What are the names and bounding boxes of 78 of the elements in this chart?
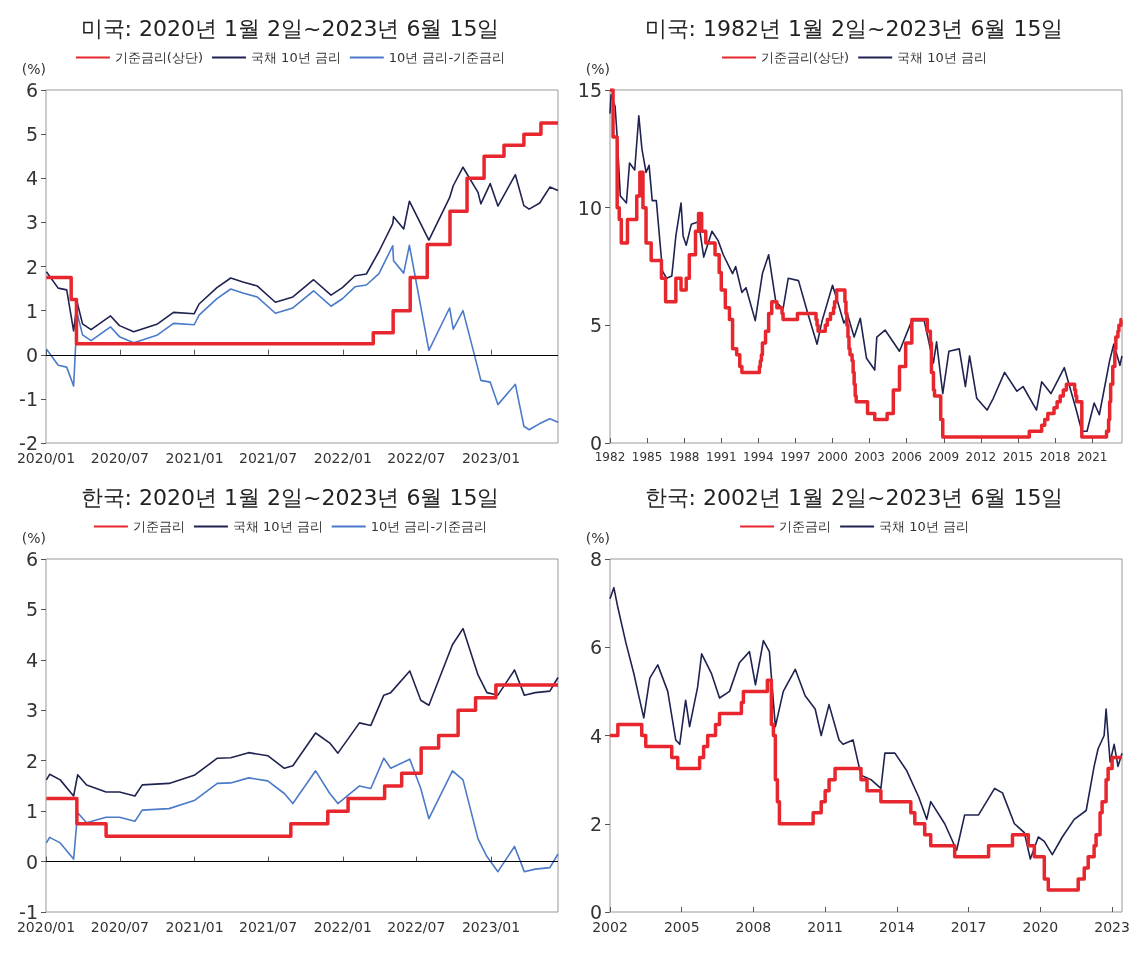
x-tick-label: 2006 <box>891 450 922 464</box>
y-tick-label: 15 <box>577 79 602 101</box>
y-tick-label: 3 <box>25 211 38 234</box>
chart-title: 미국: 2020년 1월 2일~2023년 6월 15일 <box>80 15 500 41</box>
y-tick-label: 8 <box>589 548 602 570</box>
y-axis-title: (%) <box>21 530 46 546</box>
x-tick-label: 2005 <box>663 919 700 935</box>
y-tick-label: 1 <box>25 299 38 322</box>
line-series <box>609 586 1123 860</box>
y-axis-title: (%) <box>585 530 610 546</box>
line-series <box>45 166 559 333</box>
y-tick-label: 3 <box>25 699 38 722</box>
y-tick-label: 0 <box>25 850 38 873</box>
chart-title: 미국: 1982년 1월 2일~2023년 6월 15일 <box>644 15 1064 41</box>
y-tick-label: 4 <box>25 167 38 190</box>
x-tick-label: 1997 <box>780 450 811 464</box>
x-tick-label: 2020/07 <box>90 919 149 935</box>
legend-label: 10년 금리-기준금리 <box>388 50 506 65</box>
x-tick-label: 2022/01 <box>313 919 372 935</box>
legend-label: 국채 10년 금리 <box>897 50 987 65</box>
x-tick-label: 2017 <box>950 919 987 935</box>
y-tick-label: 1 <box>25 800 38 823</box>
y-tick-label: 0 <box>25 343 38 366</box>
legend-label: 기준금리 <box>779 519 832 534</box>
x-tick-label: 2021/01 <box>165 450 224 466</box>
x-tick-label: 1994 <box>743 450 774 464</box>
y-axis-title: (%) <box>21 61 46 77</box>
legend-label: 기준금리(상단) <box>761 50 850 65</box>
legend-label: 국채 10년 금리 <box>232 519 323 534</box>
x-tick-label: 2021/07 <box>239 919 298 935</box>
line-series <box>45 757 559 873</box>
x-tick-label: 2022/07 <box>387 450 446 466</box>
y-tick-label: 5 <box>25 598 38 621</box>
x-tick-label: 2003 <box>854 450 885 464</box>
x-tick-label: 1982 <box>594 450 626 464</box>
x-tick-label: 2022/07 <box>387 919 446 935</box>
line-series <box>45 627 559 797</box>
y-tick-label: 6 <box>25 548 38 570</box>
x-tick-label: 2012 <box>965 450 997 464</box>
x-tick-label: 2009 <box>928 450 960 464</box>
legend-label: 기준금리 <box>132 519 185 534</box>
x-tick-label: 2000 <box>817 450 848 464</box>
y-tick-label: 2 <box>589 812 602 835</box>
x-tick-label: 2023/01 <box>461 919 521 935</box>
chart-title: 한국: 2002년 1월 2일~2023년 6월 15일 <box>644 484 1064 510</box>
x-tick-label: 2014 <box>879 919 915 935</box>
x-tick-label: 2020/07 <box>90 450 149 466</box>
y-tick-label: -1 <box>19 387 38 410</box>
y-tick-label: 6 <box>589 636 602 659</box>
x-tick-label: 1991 <box>705 450 737 464</box>
legend-label: 국채 10년 금리 <box>879 519 969 534</box>
y-tick-label: 4 <box>25 648 38 671</box>
x-tick-label: 1988 <box>668 450 700 464</box>
y-tick-label: 5 <box>589 314 602 337</box>
y-tick-label: 2 <box>25 749 38 772</box>
y-tick-label: 5 <box>25 123 38 146</box>
x-tick-label: 2008 <box>735 919 772 935</box>
chart-title: 한국: 2020년 1월 2일~2023년 6월 15일 <box>80 484 500 510</box>
x-tick-label: 2018 <box>1039 450 1071 464</box>
x-tick-label: 2022/01 <box>313 450 372 466</box>
y-axis-title: (%) <box>585 61 610 77</box>
y-tick-label: 10 <box>577 196 602 219</box>
legend-label: 기준금리(상단) <box>114 50 203 65</box>
y-tick-label: 4 <box>589 724 602 747</box>
x-tick-label: 2015 <box>1002 450 1034 464</box>
legend-label: 국채 10년 금리 <box>250 50 341 65</box>
legend-label: 10년 금리-기준금리 <box>370 519 488 534</box>
y-tick-label: 2 <box>25 255 38 278</box>
x-tick-label: 2021 <box>1076 450 1108 464</box>
x-tick-label: 2023 <box>1094 919 1130 935</box>
line-series <box>45 244 559 431</box>
y-tick-label: 6 <box>25 79 38 101</box>
x-tick-label: 2020 <box>1022 919 1059 935</box>
x-tick-label: 2011 <box>807 919 843 935</box>
x-tick-label: 1985 <box>631 450 663 464</box>
x-tick-label: 2021/07 <box>239 450 298 466</box>
x-tick-label: 2021/01 <box>165 919 224 935</box>
x-tick-label: 2023/01 <box>461 450 521 466</box>
